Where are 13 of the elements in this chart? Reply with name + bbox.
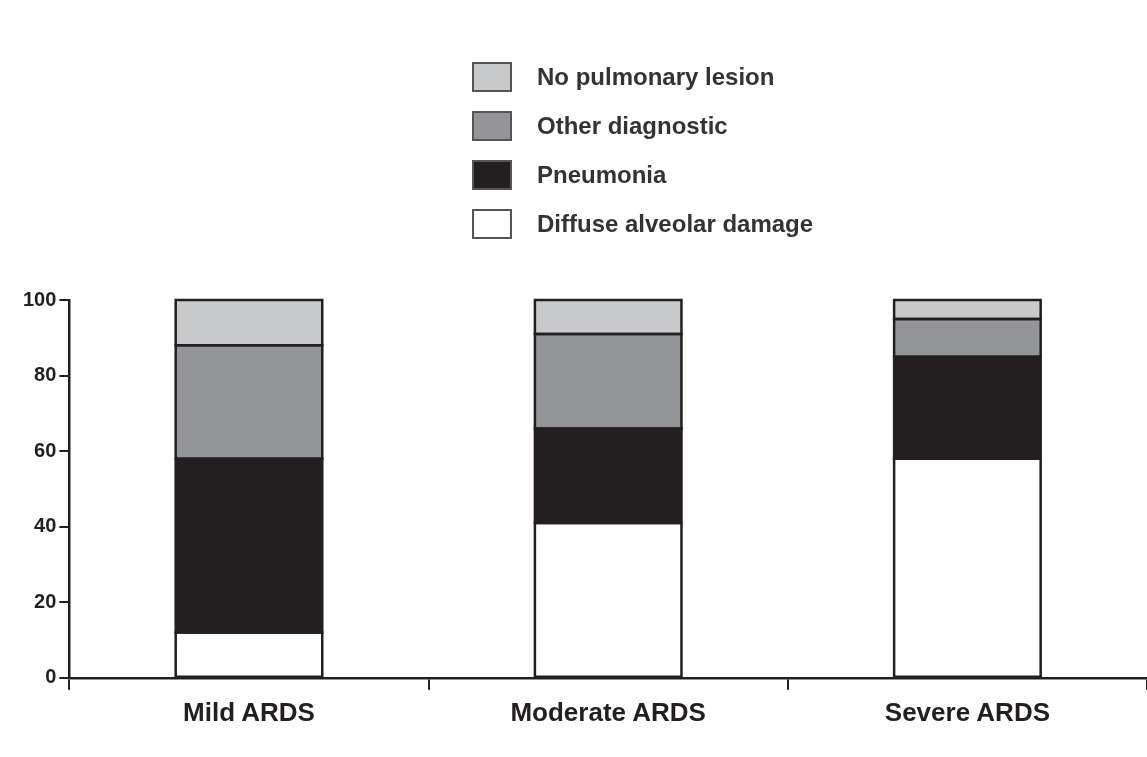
x-tick-label: Severe ARDS [884,696,1051,727]
y-tick-label: 60 [34,438,57,461]
y-tick-label: 100 [22,287,57,310]
y-tick-label: 0 [45,665,57,688]
x-tick-label: Mild ARDS [183,696,315,727]
legend-label: Diffuse alveolar damage [537,210,814,238]
legend-label: Other diagnostic [537,112,728,140]
legend-label: Pneumonia [537,161,667,189]
y-tick-label: 20 [34,589,57,612]
legend-label: No pulmonary lesion [537,63,775,91]
x-tick-label: Moderate ARDS [510,696,706,727]
y-tick-label: 80 [34,363,57,386]
y-tick-label: 40 [34,514,57,537]
